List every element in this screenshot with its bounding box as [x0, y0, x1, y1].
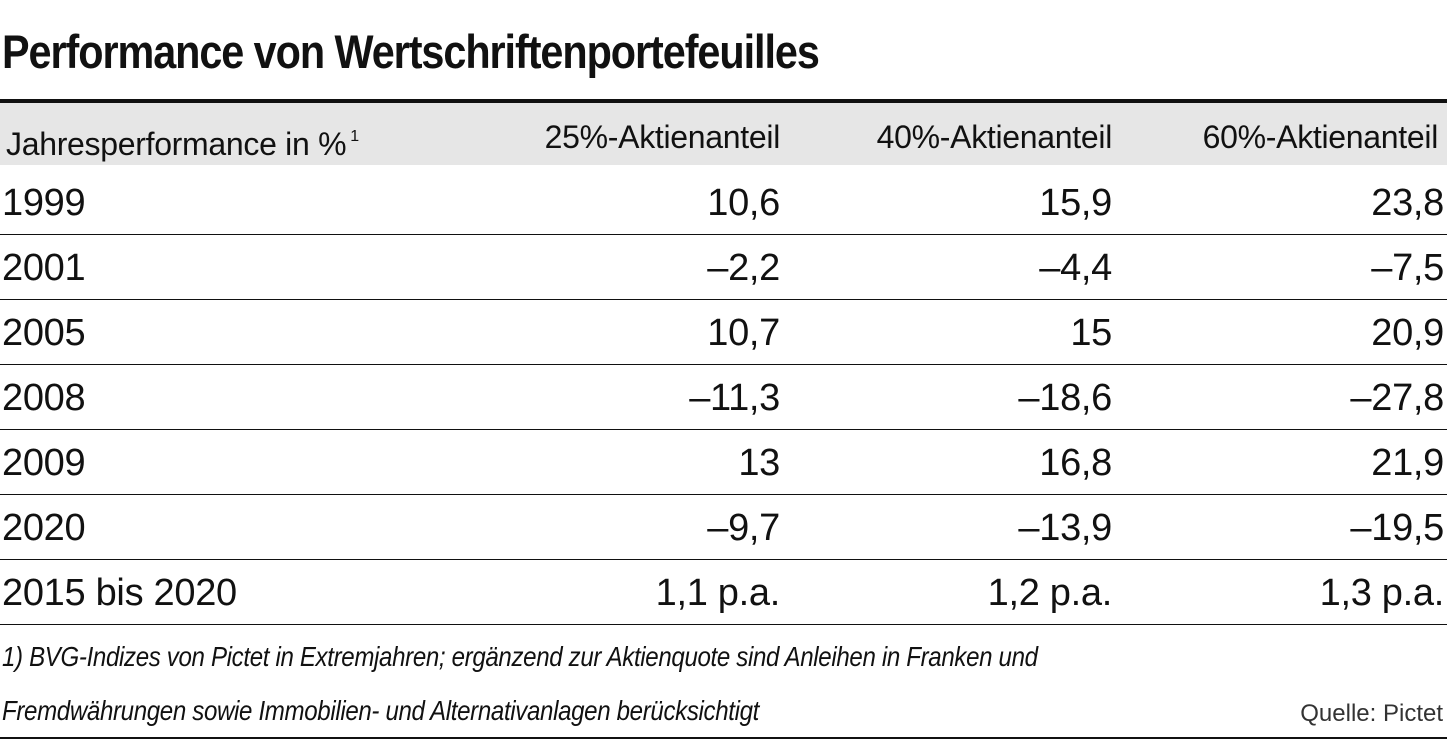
- cell-value: –13,9: [1018, 507, 1112, 549]
- row-label: 2008: [2, 377, 86, 419]
- cell-value: 16,8: [1039, 442, 1112, 484]
- cell-value: 15,9: [1039, 182, 1112, 224]
- source-label: Quelle: Pictet: [1300, 700, 1443, 727]
- cell-value: –11,3: [689, 377, 780, 419]
- row-separator: [0, 234, 1447, 235]
- row-label: 2020: [2, 507, 86, 549]
- bottom-rule: [0, 737, 1447, 739]
- header-row-label: Jahresperformance in % 1: [6, 126, 359, 162]
- cell-value: 1,1 p.a.: [655, 572, 781, 614]
- row-separator: [0, 559, 1447, 560]
- cell-value: –2,2: [707, 247, 780, 289]
- row-label: 2001: [2, 247, 86, 289]
- row-label: 2015 bis 2020: [2, 572, 237, 614]
- row-separator: [0, 429, 1447, 430]
- cell-value: 20,9: [1371, 312, 1444, 354]
- cell-value: –9,7: [707, 507, 780, 549]
- cell-value: –7,5: [1371, 247, 1444, 289]
- cell-value: 13: [738, 442, 780, 484]
- cell-value: 1,3 p.a.: [1319, 572, 1445, 614]
- header-col-60: 60%-Aktienanteil: [1202, 119, 1439, 155]
- cell-value: 15: [1070, 312, 1112, 354]
- cell-value: –4,4: [1039, 247, 1112, 289]
- row-label: 1999: [2, 182, 86, 224]
- cell-value: 1,2 p.a.: [987, 572, 1113, 614]
- cell-value: –19,5: [1350, 507, 1444, 549]
- row-separator: [0, 494, 1447, 495]
- row-separator: [0, 299, 1447, 300]
- footnote-line-2: Fremdwährungen sowie Immobilien- und Alt…: [2, 695, 760, 726]
- footnote-marker: 1: [350, 128, 359, 145]
- header-col-40: 40%-Aktienanteil: [876, 119, 1113, 155]
- cell-value: 21,9: [1371, 442, 1444, 484]
- chart-title: Performance von Wertschriftenportefeuill…: [2, 25, 820, 78]
- top-rule: [0, 99, 1447, 103]
- row-label: 2009: [2, 442, 86, 484]
- cell-value: 10,7: [707, 312, 780, 354]
- footnote-line-1: 1) BVG-Indizes von Pictet in Extremjahre…: [2, 641, 1038, 672]
- row-label: 2005: [2, 312, 86, 354]
- cell-value: 23,8: [1371, 182, 1444, 224]
- header-col-25: 25%-Aktienanteil: [544, 119, 781, 155]
- row-separator: [0, 624, 1447, 625]
- row-separator: [0, 364, 1447, 365]
- cell-value: –27,8: [1350, 377, 1444, 419]
- cell-value: 10,6: [707, 182, 780, 224]
- cell-value: –18,6: [1018, 377, 1112, 419]
- table-header-background: [0, 103, 1447, 165]
